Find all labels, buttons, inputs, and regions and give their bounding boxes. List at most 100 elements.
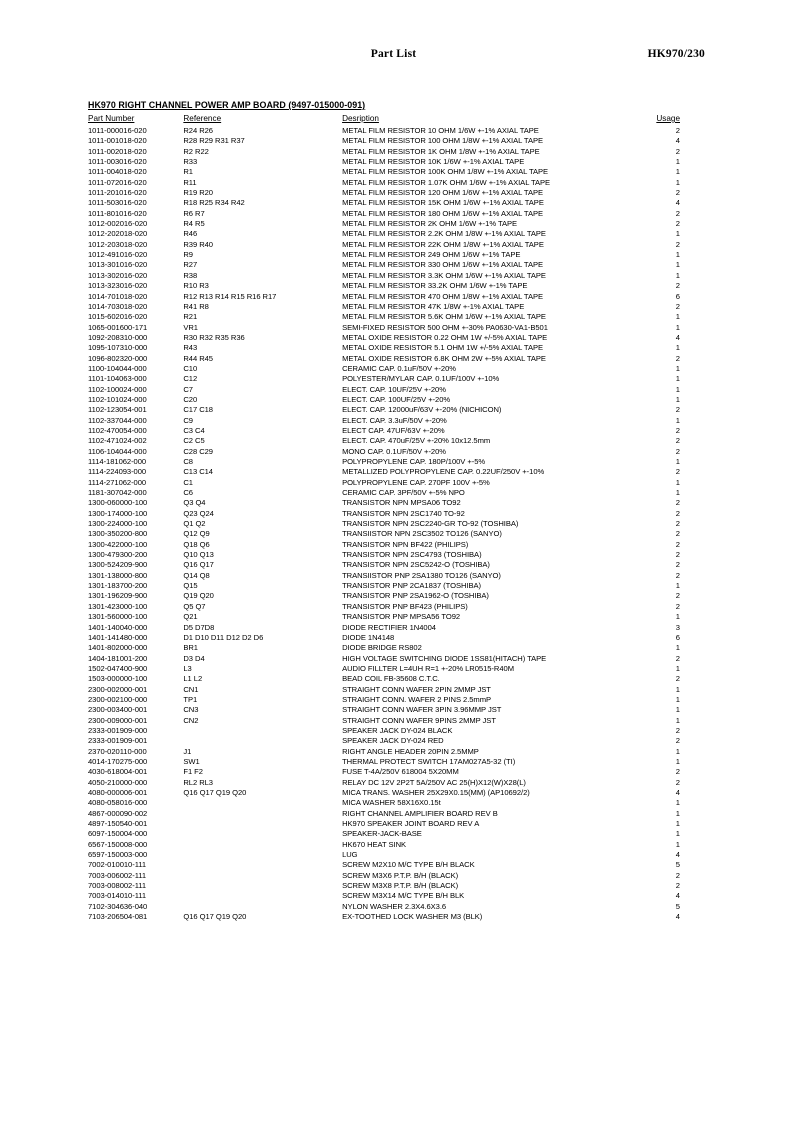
cell-usage: 1 bbox=[675, 808, 680, 818]
cell-reference: Q1 Q2 bbox=[183, 519, 206, 529]
cell-usage: 2 bbox=[675, 188, 680, 198]
cell-description: METAL OXIDE RESISTOR 0.22 OHM 1W +/-5% A… bbox=[342, 332, 548, 342]
table-row: 1102-101024-000 C20 ELECT. CAP. 100UF/25V … bbox=[88, 395, 680, 405]
cell-part-number: 1102-471024-002 bbox=[88, 436, 147, 446]
cell-description: METAL OXIDE RESISTOR 6.8K OHM 2W +-5% AX… bbox=[342, 353, 546, 363]
cell-reference: Q16 Q17 bbox=[183, 560, 214, 570]
cell-reference: CN2 bbox=[183, 715, 199, 725]
cell-reference: Q5 Q7 bbox=[183, 601, 206, 611]
cell-reference: C9 bbox=[183, 415, 193, 425]
cell-usage: 2 bbox=[675, 870, 680, 880]
cell-usage: 5 bbox=[675, 860, 680, 870]
table-row: 1401-140040-000 D5 D7D8 DIODE RECTIFIER 1N… bbox=[88, 623, 680, 633]
cell-part-number: 1011-002018-020 bbox=[88, 146, 147, 156]
cell-usage: 1 bbox=[675, 756, 680, 766]
cell-description: TRANSISTOR PNP 2SA1962-O (TOSHIBA) bbox=[342, 591, 489, 601]
cell-usage: 1 bbox=[675, 746, 680, 756]
cell-reference: R12 R13 R14 R15 R16 R17 bbox=[183, 291, 277, 301]
document-running-header: Part List HK970/230 bbox=[88, 48, 705, 64]
cell-usage: 1 bbox=[675, 684, 680, 694]
table-row: 1114-181062-000 C8 POLYPROPYLENE CAP. 180P… bbox=[88, 457, 680, 467]
table-row: 4050-210000-000 RL2 RL3 RELAY DC 12V 2P2T … bbox=[88, 778, 680, 788]
table-row: 1011-201016-020 R19 R20 METAL FILM RESISTO… bbox=[88, 188, 680, 198]
cell-usage: 1 bbox=[675, 643, 680, 653]
cell-part-number: 1102-101024-000 bbox=[88, 394, 147, 404]
cell-usage: 2 bbox=[675, 281, 680, 291]
table-row: 1301-423000-100 Q5 Q7 TRANSISTOR PNP BF423… bbox=[88, 602, 680, 612]
table-row: 6597-150003-000 LUG 4 bbox=[88, 850, 680, 860]
cell-description: STRAIGHT CONN WAFER 3PIN 3.96MMP JST bbox=[342, 705, 502, 715]
cell-usage: 1 bbox=[675, 394, 680, 404]
cell-description: HIGH VOLTAGE SWITCHING DIODE 1SS81(HITAC… bbox=[342, 653, 547, 663]
cell-description: RIGHT ANGLE HEADER 20PIN 2.5MMP bbox=[342, 746, 479, 756]
cell-part-number: 1011-001018-020 bbox=[88, 136, 147, 146]
cell-reference bbox=[179, 860, 342, 870]
cell-description: SPEAKER-JACK-BASE bbox=[342, 829, 422, 839]
cell-description: DIODE 1N4148 bbox=[342, 632, 395, 642]
cell-usage: 2 bbox=[675, 498, 680, 508]
cell-description: TRANSISTOR PNP BF423 (PHILIPS) bbox=[342, 601, 468, 611]
cell-part-number: 1014-703018-020 bbox=[88, 301, 148, 311]
cell-reference: C8 bbox=[183, 457, 193, 466]
cell-part-number: 2300-009000-001 bbox=[88, 715, 148, 725]
table-row: 4030-618004-001 F1 F2 FUSE T-4A/250V 61800… bbox=[88, 767, 680, 777]
table-row: 4867-000090-002 RIGHT CHANNEL AMPLIFIER B… bbox=[88, 809, 680, 819]
cell-part-number: 4030-618004-001 bbox=[88, 767, 148, 777]
cell-usage: 1 bbox=[675, 705, 680, 715]
cell-description: ELECT. CAP. 12000uF/63V +-20% (NICHICON) bbox=[342, 405, 502, 415]
cell-part-number: 1502-047400-900 bbox=[88, 663, 148, 673]
model-number: HK970/230 bbox=[647, 48, 705, 60]
table-row: 1102-470054-000 C3 C4 ELECT CAP. 47UF/63V … bbox=[88, 426, 680, 436]
cell-part-number: 1503-000000-100 bbox=[88, 674, 148, 684]
cell-description: SCREW M2X10 M/C TYPE B/H BLACK bbox=[342, 860, 475, 870]
cell-description: ELECT CAP. 47UF/63V +-20% bbox=[342, 425, 445, 435]
table-row: 1114-224093-000 C13 C14 METALLIZED POLYPRO… bbox=[88, 467, 680, 477]
table-row: 1300-224000-100 Q1 Q2 TRANSISTOR NPN 2SC22… bbox=[88, 519, 680, 529]
cell-part-number: 4897-150540-001 bbox=[88, 819, 148, 829]
cell-description: SPEAKER JACK DY-024 RED bbox=[342, 736, 444, 746]
cell-reference: R24 R26 bbox=[183, 126, 213, 135]
cell-usage: 1 bbox=[675, 312, 680, 322]
cell-usage: 2 bbox=[675, 219, 680, 229]
cell-part-number: 1102-123054-001 bbox=[88, 405, 147, 415]
cell-description: RIGHT CHANNEL AMPLIFIER BOARD REV B bbox=[342, 808, 498, 818]
cell-description: METAL FILM RESISTOR 120 OHM 1/6W +-1% AX… bbox=[342, 188, 543, 198]
cell-reference: L1 L2 bbox=[183, 674, 203, 684]
table-row: 6567-150008-000 HK670 HEAT SINK 1 bbox=[88, 840, 680, 850]
cell-usage: 4 bbox=[675, 788, 680, 797]
table-row: 2333-001909-001 SPEAKER JACK DY-024 RED 2 bbox=[88, 736, 680, 746]
cell-reference: R10 R3 bbox=[183, 281, 209, 291]
cell-reference bbox=[179, 881, 342, 891]
cell-usage: 6 bbox=[675, 291, 680, 301]
cell-usage: 4 bbox=[675, 912, 680, 922]
table-row: 1114-271062-000 C1 POLYPROPYLENE CAP. 270P… bbox=[88, 478, 680, 488]
cell-usage: 4 bbox=[675, 198, 680, 208]
cell-description: AUDIO FILLTER L=4UH R=1 +-20% LR0515-R40… bbox=[342, 663, 514, 673]
table-row: 1300-060000-100 Q3 Q4 TRANSISTOR NPN MPSA0… bbox=[88, 498, 680, 508]
cell-part-number: 1300-479300-200 bbox=[88, 550, 148, 560]
table-row: 1012-202018-020 R46 METAL FILM RESISTOR 2.… bbox=[88, 229, 680, 239]
cell-reference: R41 R8 bbox=[183, 301, 209, 311]
cell-description: TRANSISTOR NPN MPSA06 TO92 bbox=[342, 498, 461, 508]
cell-part-number: 1300-524209-900 bbox=[88, 560, 148, 570]
cell-part-number: 2300-002100-000 bbox=[88, 694, 148, 704]
cell-description: LUG bbox=[342, 850, 358, 860]
table-row: 1102-100024-000 C7 ELECT. CAP. 10UF/25V +-… bbox=[88, 385, 680, 395]
cell-part-number: 1014-701018-020 bbox=[88, 291, 148, 301]
table-row: 1401-802000-000 BR1 DIODE BRIDGE RS802 1 bbox=[88, 643, 680, 653]
cell-part-number: 1301-183700-200 bbox=[88, 581, 148, 591]
cell-part-number: 1102-337044-000 bbox=[88, 415, 147, 425]
cell-usage: 4 bbox=[675, 891, 680, 901]
cell-part-number: 1011-201016-020 bbox=[88, 188, 147, 198]
cell-part-number: 4080-058016-000 bbox=[88, 798, 148, 808]
cell-reference: D5 D7D8 bbox=[183, 622, 215, 632]
cell-description: POLYESTER/MYLAR CAP. 0.1UF/100V +-10% bbox=[342, 374, 500, 384]
cell-usage: 4 bbox=[675, 332, 680, 342]
cell-reference: R6 R7 bbox=[183, 208, 205, 218]
cell-description: ELECT. CAP. 100UF/25V +-20% bbox=[342, 394, 451, 404]
table-row: 1013-301016-020 R27 METAL FILM RESISTOR 33… bbox=[88, 260, 680, 270]
cell-description: METAL FILM RESISTOR 470 OHM 1/8W +-1% AX… bbox=[342, 291, 543, 301]
table-row: 1301-196209-900 Q19 Q20 TRANSISTOR PNP 2SA… bbox=[88, 591, 680, 601]
table-row: 1011-072016-020 R11 METAL FILM RESISTOR 1.… bbox=[88, 178, 680, 188]
cell-usage: 1 bbox=[675, 260, 680, 270]
